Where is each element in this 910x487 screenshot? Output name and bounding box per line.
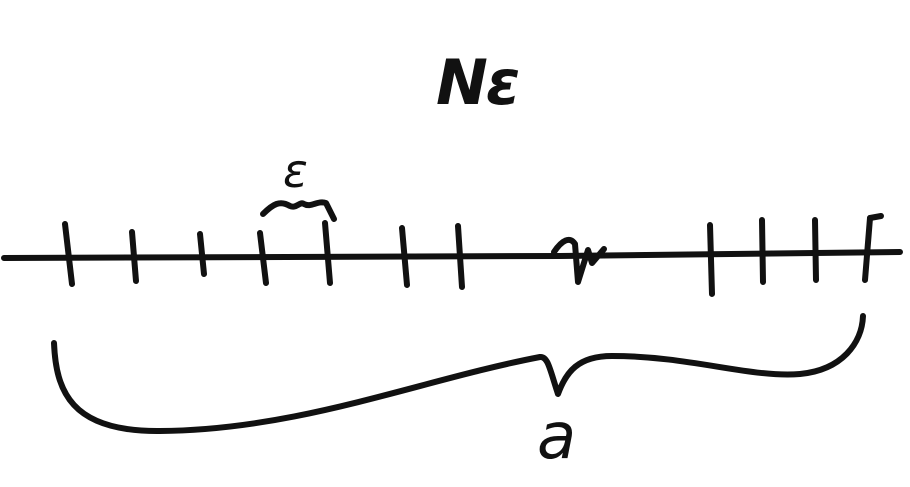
tick-mark: [862, 215, 873, 283]
tick-mark: [455, 223, 465, 290]
tick-mark: [759, 217, 766, 285]
tick-mark: [129, 229, 139, 284]
tick-mark-serif: [867, 213, 884, 221]
diagram-title: Nε: [436, 46, 519, 119]
tick-mark: [399, 225, 410, 288]
number-line: [1, 249, 903, 261]
tick-mark: [322, 220, 333, 286]
epsilon-small-brace: [260, 199, 337, 222]
tick-mark: [257, 230, 269, 286]
large-brace: [51, 313, 866, 435]
tick-mark: [197, 231, 207, 277]
tick-mark: [812, 217, 819, 283]
gap-scribble: [551, 236, 607, 285]
brace-label: a: [537, 400, 576, 474]
tick-marks: [62, 213, 884, 297]
tick-mark: [707, 222, 715, 297]
epsilon-label: ε: [283, 144, 308, 198]
tick-mark: [62, 221, 75, 287]
